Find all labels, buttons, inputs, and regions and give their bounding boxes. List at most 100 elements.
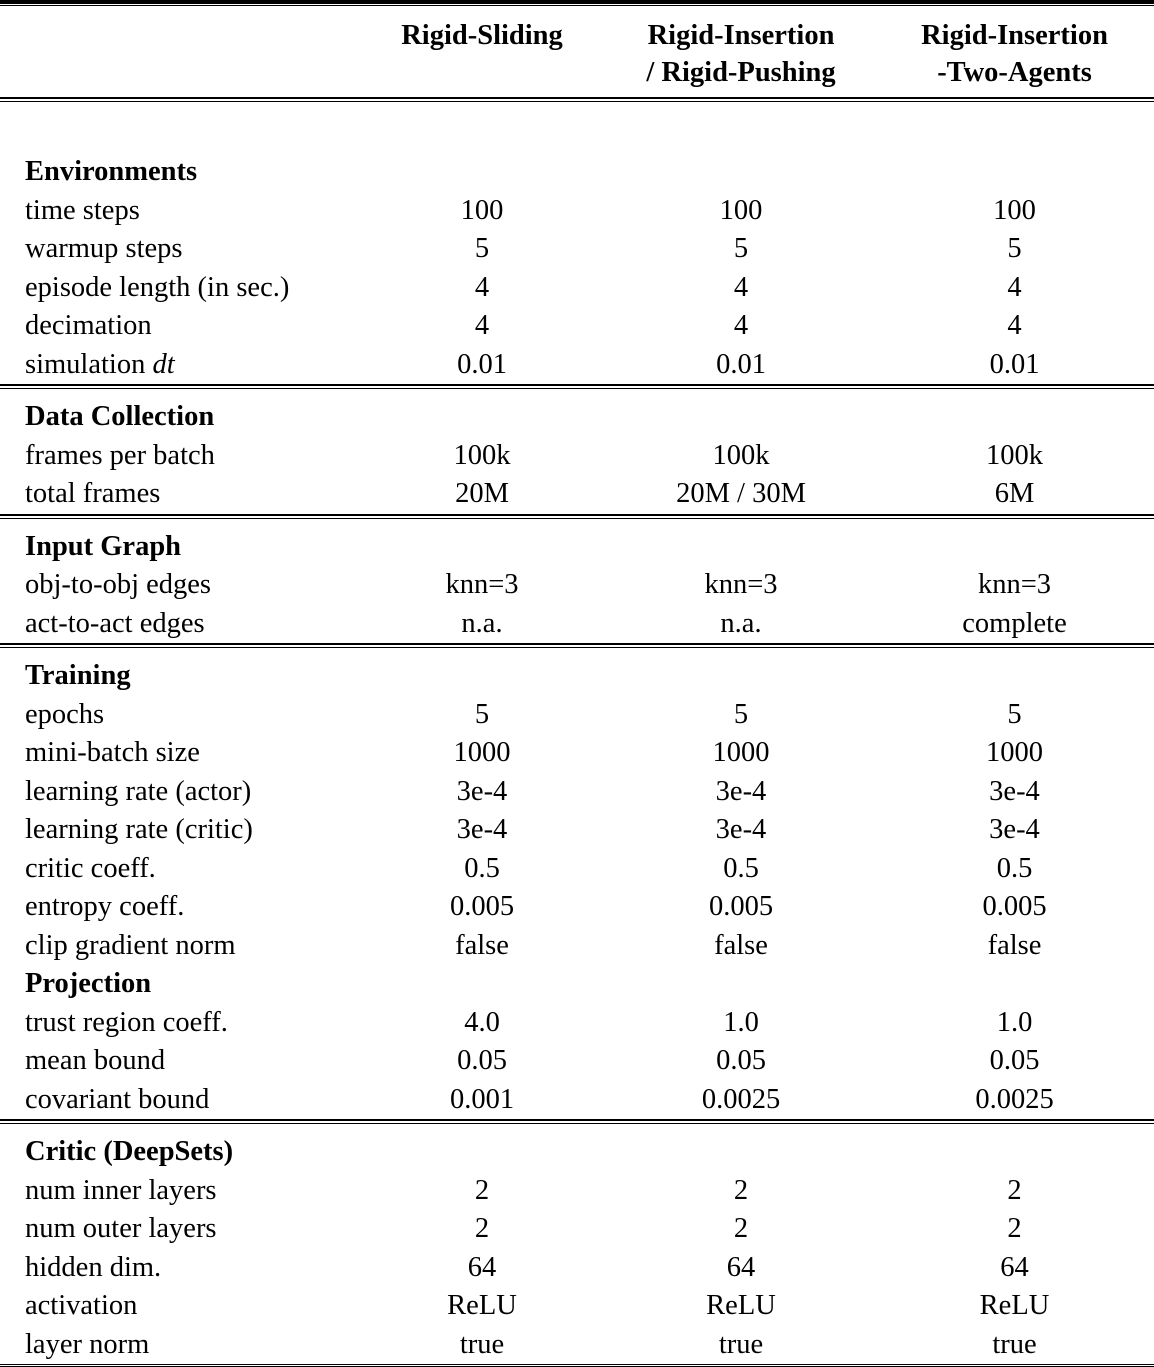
row-label: entropy coeff. — [25, 888, 357, 927]
row-label-text: covariant bound — [25, 1083, 210, 1115]
row-value-rigid-sliding: 3e-4 — [456, 814, 508, 845]
table-row: act-to-act edges n.a. n.a. complete — [0, 605, 1154, 644]
row-label-text: clip gradient norm — [25, 929, 236, 961]
row-label: num inner layers — [25, 1172, 357, 1211]
table-row: frames per batch 100k 100k 100k — [0, 437, 1154, 476]
row-value-rigid-insertion-pushing: 0.005 — [708, 891, 774, 922]
row-value-rigid-insertion-pushing: 4 — [733, 310, 749, 341]
row-value-rigid-sliding: 5 — [474, 233, 490, 264]
row-label: time steps — [25, 192, 357, 231]
row-label: hidden dim. — [25, 1249, 357, 1288]
section-title: Data Collection — [25, 401, 215, 432]
column-header-line1: Rigid-Insertion — [921, 20, 1108, 51]
row-value-rigid-sliding: 0.001 — [449, 1083, 515, 1115]
table-row: epochs 5 5 5 — [0, 696, 1154, 735]
empty-cell — [357, 965, 607, 1004]
row-label: act-to-act edges — [25, 605, 357, 644]
row-value-rigid-insertion-pushing: 3e-4 — [715, 814, 767, 845]
table-row: activation ReLU ReLU ReLU — [0, 1287, 1154, 1326]
table-row: total frames 20M 20M / 30M 6M — [0, 475, 1154, 514]
table-section: Training epochs 5 5 5 mini-batch size 10… — [0, 648, 1154, 1119]
row-label: mean bound — [25, 1042, 357, 1081]
row-label-italic-text: dt — [152, 348, 175, 380]
row-label-text: trust region coeff. — [25, 1006, 228, 1038]
row-label: layer norm — [25, 1326, 357, 1365]
row-value-rigid-insertion-pushing: knn=3 — [704, 569, 778, 600]
table-row: learning rate (actor) 3e-4 3e-4 3e-4 — [0, 773, 1154, 812]
table-row: clip gradient norm false false false — [0, 927, 1154, 966]
row-label: epochs — [25, 696, 357, 735]
empty-cell — [357, 657, 607, 696]
row-label-text: critic coeff. — [25, 852, 156, 884]
row-value-rigid-sliding: 1000 — [453, 737, 511, 768]
row-label: learning rate (actor) — [25, 773, 357, 812]
section-title: Critic (DeepSets) — [25, 1136, 234, 1167]
row-value-rigid-insertion-two-agents: 1.0 — [996, 1006, 1033, 1038]
row-label-text: activation — [25, 1290, 138, 1321]
column-header-line2: / Rigid-Pushing — [646, 57, 836, 88]
row-value-rigid-insertion-pushing: 64 — [726, 1251, 756, 1283]
row-value-rigid-insertion-pushing: 5 — [733, 698, 749, 730]
row-label-text: total frames — [25, 478, 161, 509]
row-value-rigid-sliding: 100 — [460, 194, 504, 226]
table-row: time steps 100 100 100 — [0, 192, 1154, 231]
row-value-rigid-sliding: 0.005 — [449, 891, 515, 922]
row-label-text: epochs — [25, 698, 105, 730]
empty-cell — [875, 398, 1154, 437]
section-title: Environments — [25, 156, 198, 187]
row-label-text: mean bound — [25, 1045, 166, 1076]
empty-cell — [875, 153, 1154, 192]
row-label-text: act-to-act edges — [25, 607, 205, 639]
table-row: episode length (in sec.) 4 4 4 — [0, 269, 1154, 308]
row-value-rigid-insertion-pushing: true — [718, 1328, 764, 1360]
row-value-rigid-insertion-two-agents: 0.5 — [996, 852, 1033, 884]
row-value-rigid-insertion-two-agents: 1000 — [986, 737, 1043, 768]
empty-cell — [875, 965, 1154, 1004]
row-value-rigid-sliding: 0.01 — [457, 348, 507, 380]
empty-cell — [607, 965, 875, 1004]
empty-cell — [607, 657, 875, 696]
row-label: learning rate (critic) — [25, 811, 357, 850]
table-row: num outer layers 2 2 2 — [0, 1210, 1154, 1249]
row-label: frames per batch — [25, 437, 357, 476]
row-value-rigid-sliding: false — [455, 929, 509, 961]
row-value-rigid-sliding: 2 — [474, 1213, 490, 1244]
row-value-rigid-sliding: knn=3 — [445, 569, 519, 600]
section-title-row: Environments — [0, 153, 1154, 192]
row-value-rigid-sliding: 64 — [467, 1251, 497, 1283]
row-value-rigid-sliding: 0.05 — [457, 1045, 507, 1076]
row-value-rigid-insertion-two-agents: true — [992, 1328, 1037, 1360]
section-title-row: Critic (DeepSets) — [0, 1133, 1154, 1172]
table-row: covariant bound 0.001 0.0025 0.0025 — [0, 1081, 1154, 1120]
empty-cell — [875, 528, 1154, 567]
table-row: entropy coeff. 0.005 0.005 0.005 — [0, 888, 1154, 927]
empty-cell — [607, 153, 875, 192]
empty-cell — [357, 1133, 607, 1172]
row-value-rigid-sliding: ReLU — [447, 1290, 517, 1321]
table-row: num inner layers 2 2 2 — [0, 1172, 1154, 1211]
table-row: learning rate (critic) 3e-4 3e-4 3e-4 — [0, 811, 1154, 850]
section-title: Input Graph — [25, 530, 182, 562]
row-value-rigid-insertion-two-agents: 5 — [1007, 698, 1022, 730]
section-title-row: Training — [0, 657, 1154, 696]
row-value-rigid-insertion-two-agents: 100 — [993, 194, 1036, 226]
table-row: trust region coeff. 4.0 1.0 1.0 — [0, 1004, 1154, 1043]
row-value-rigid-insertion-pushing: 3e-4 — [715, 775, 767, 807]
table-row: critic coeff. 0.5 0.5 0.5 — [0, 850, 1154, 889]
row-value-rigid-insertion-pushing: 0.05 — [716, 1045, 766, 1076]
row-label-text: episode length (in sec.) — [25, 271, 290, 303]
row-value-rigid-insertion-two-agents: 4 — [1007, 271, 1022, 303]
row-value-rigid-insertion-pushing: 2 — [733, 1213, 749, 1244]
row-value-rigid-sliding: 2 — [474, 1174, 490, 1206]
table-row: layer norm true true true — [0, 1326, 1154, 1365]
table-row: simulation dt 0.01 0.01 0.01 — [0, 346, 1154, 385]
row-value-rigid-sliding: 4 — [474, 271, 490, 303]
row-label-text: obj-to-obj edges — [25, 569, 212, 600]
row-label-text: mini-batch size — [25, 737, 200, 768]
empty-cell — [607, 398, 875, 437]
row-value-rigid-insertion-pushing: 0.0025 — [701, 1083, 781, 1115]
section-title: Projection — [25, 968, 152, 999]
header-empty-cell — [25, 17, 357, 91]
table-row: obj-to-obj edges knn=3 knn=3 knn=3 — [0, 566, 1154, 605]
